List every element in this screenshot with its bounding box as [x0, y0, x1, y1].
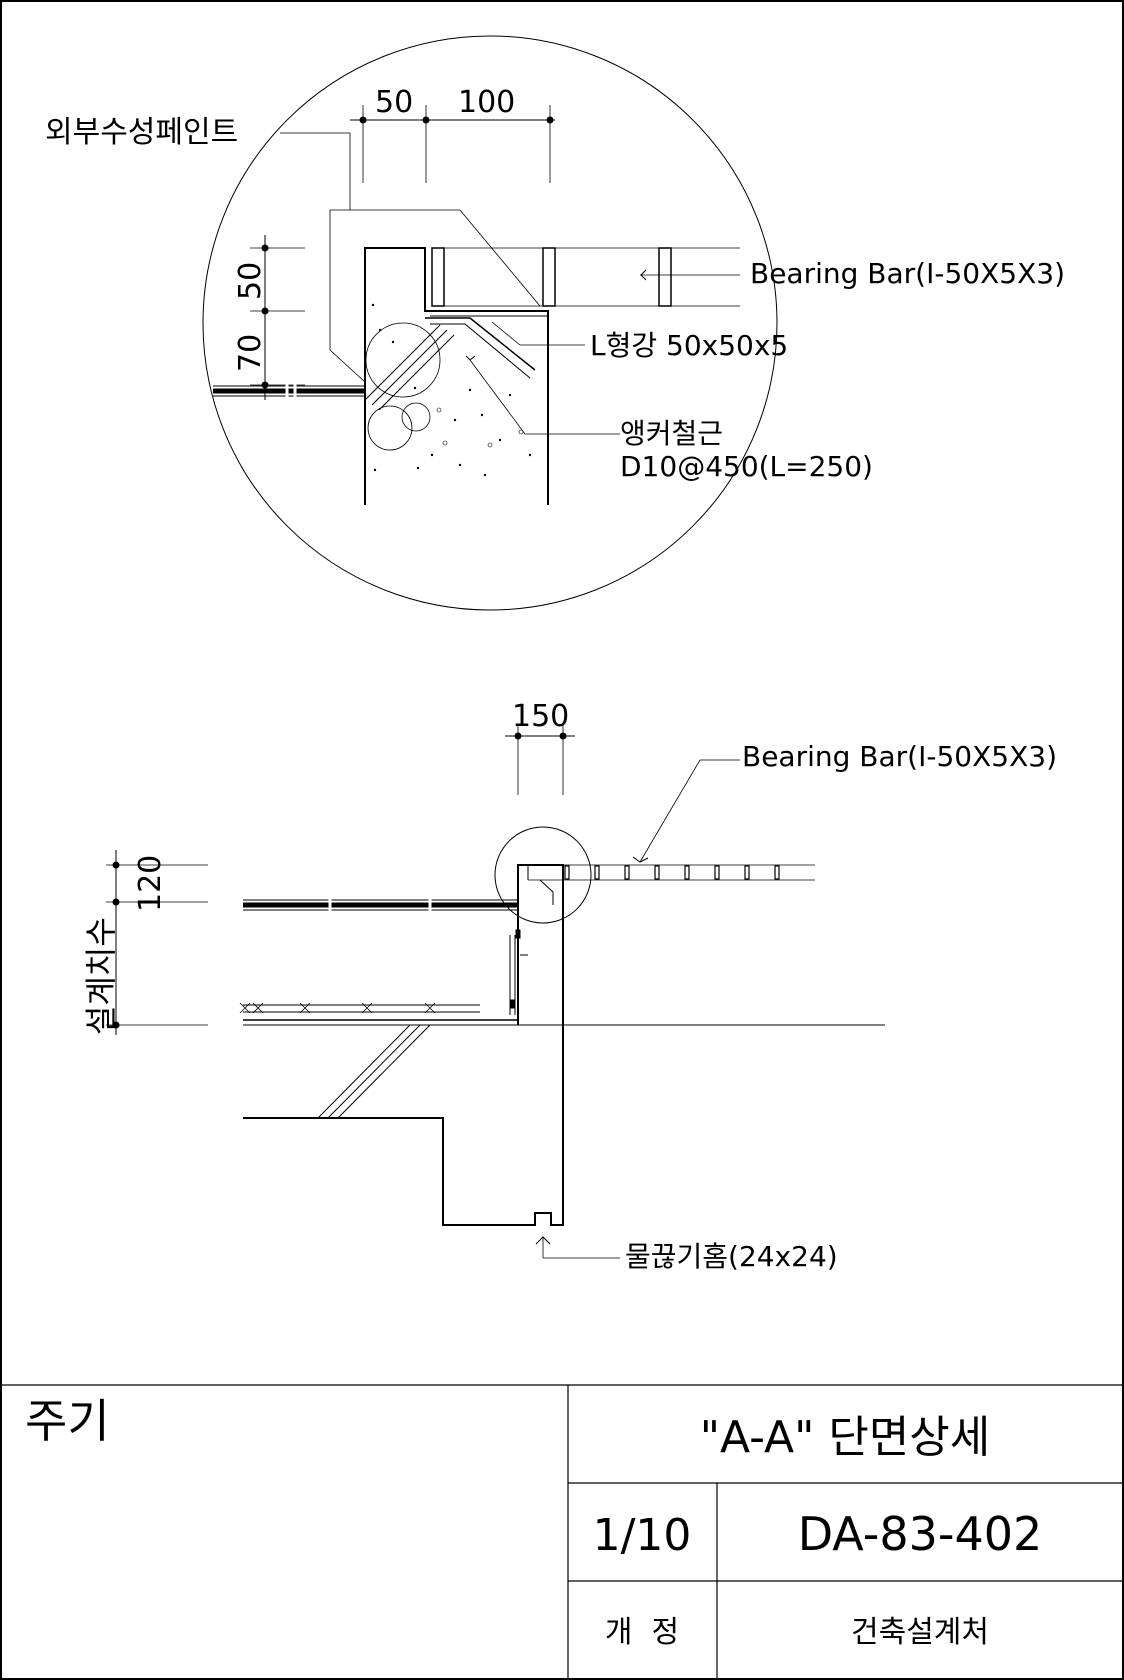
drawing-title: "A-A" 단면상세 — [700, 1412, 991, 1463]
grating-bar — [684, 865, 690, 880]
section-dim-150: 150 — [512, 699, 569, 734]
section-drawing — [106, 725, 885, 1259]
grating-bar — [564, 865, 570, 880]
section-dim-120-vertical: 120 — [133, 855, 168, 912]
cross-mark — [424, 1002, 436, 1014]
notes-label: 주기 — [25, 1394, 110, 1448]
grating-bars — [564, 865, 780, 880]
ceiling-cross-marks — [239, 1002, 436, 1014]
grating-bar — [774, 865, 780, 880]
detail-dim-50-vertical: 50 — [233, 262, 268, 300]
cross-mark — [252, 1002, 264, 1014]
label-bearing-bar-detail: Bearing Bar(I-50X5X3) — [750, 257, 1065, 290]
grating-bar — [624, 865, 630, 880]
label-bearing-bar-section: Bearing Bar(I-50X5X3) — [742, 740, 1057, 773]
enlarged-detail — [202, 35, 778, 611]
label-exterior-paint: 외부수성페인트 — [45, 115, 238, 150]
design-office: 건축설계처 — [851, 1615, 989, 1650]
drawing-scale: 1/10 — [593, 1510, 692, 1561]
label-anchor-spec: D10@450(L=250) — [620, 450, 873, 483]
cross-mark — [239, 1002, 251, 1014]
revision-label: 개 정 — [605, 1615, 679, 1650]
detail-dim-50: 50 — [375, 85, 413, 120]
label-anchor-bar: 앵커철근 — [620, 417, 723, 450]
grating-bar — [714, 865, 720, 880]
drawing-number: DA-83-402 — [798, 1507, 1043, 1561]
title-block — [1, 1384, 1123, 1679]
grating-bar — [654, 865, 660, 880]
grating-bar — [594, 865, 600, 880]
concrete-dots — [371, 303, 532, 477]
detail-circle — [202, 35, 778, 611]
label-angle-steel: L형강 50x50x5 — [590, 329, 788, 362]
label-design-dimension: 설계치수 — [82, 917, 120, 1035]
detail-dim-100: 100 — [458, 85, 515, 120]
label-drip-groove: 물끊기홈(24x24) — [625, 1240, 838, 1273]
grating-bar — [744, 865, 750, 880]
detail-dim-70-vertical: 70 — [233, 334, 268, 372]
cross-mark — [299, 1002, 311, 1014]
detail-callout-circle — [494, 826, 592, 924]
cross-mark — [361, 1002, 373, 1014]
